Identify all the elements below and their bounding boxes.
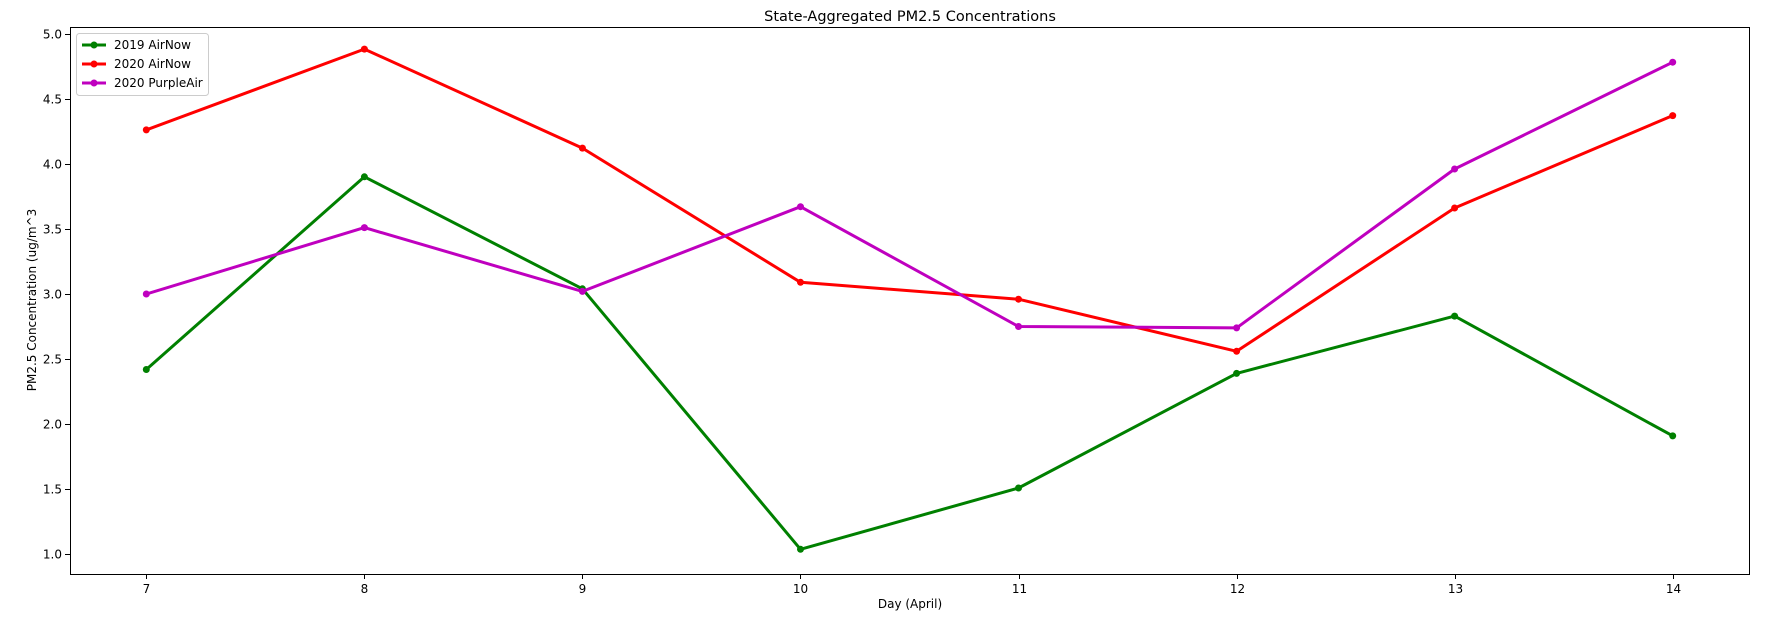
legend-label: 2019 AirNow [114,38,191,52]
series-line [144,47,1675,353]
y-tick-label: 3.5 [43,223,62,237]
x-tick-label: 9 [579,582,587,596]
legend: 2019 AirNow 2020 AirNow 2020 PurpleAir [76,33,209,96]
series-line [144,175,1675,551]
y-tick-label: 1.5 [43,483,62,497]
data-point [578,287,586,295]
y-tick-label: 3.0 [43,288,62,302]
y-tick-label: 4.0 [43,158,62,172]
data-point [797,203,804,211]
plot-area [70,27,1750,575]
x-tick-label: 13 [1448,582,1463,596]
data-point [1451,165,1459,173]
x-tick-label: 10 [793,582,808,596]
y-tick-label: 2.0 [43,418,62,432]
data-point [1669,58,1677,66]
data-point [1669,432,1677,440]
y-tick-label: 2.5 [43,353,62,367]
x-tick-label: 12 [1230,582,1245,596]
y-tick-label: 4.5 [43,93,62,107]
x-tick-label: 14 [1666,582,1681,596]
y-axis-ticks: 1.0 1.5 2.0 2.5 3.0 3.5 4.0 4.5 5.0 [43,28,70,562]
chart-title: State-Aggregated PM2.5 Concentrations [764,9,1056,25]
data-point [360,224,368,232]
data-point [1233,324,1241,332]
x-axis-label: Day (April) [878,597,942,611]
legend-item: 2020 PurpleAir [82,76,203,90]
data-point [578,144,586,152]
data-point [360,45,368,53]
legend-marker [90,41,98,49]
data-point [1451,312,1459,320]
series-2 [142,45,1677,355]
data-point [1015,323,1022,330]
x-tick-label: 11 [1012,582,1027,596]
data-point [1233,347,1241,355]
legend-marker [90,79,98,87]
x-tick-label: 7 [143,582,151,596]
legend-label: 2020 AirNow [114,57,191,71]
legend-item: 2019 AirNow [82,38,191,52]
legend-items: 2019 AirNow 2020 AirNow 2020 PurpleAir [82,38,203,90]
legend-item: 2020 AirNow [82,57,191,71]
data-point [1669,112,1677,120]
data-point [1015,484,1022,492]
data-point [142,126,150,134]
y-axis-label: PM2.5 Concentration (ug/m^3 [25,209,39,392]
y-tick-label: 5.0 [43,28,62,42]
series-3 [142,58,1677,332]
data-point [360,173,368,181]
data-point [797,545,804,553]
legend-marker [90,60,98,68]
legend-label: 2020 PurpleAir [114,76,203,90]
series-layer [142,45,1677,553]
data-point [1451,204,1459,212]
legend-box [76,33,209,96]
x-axis-ticks: 7 8 9 10 11 12 13 14 [143,574,1681,596]
data-point [1015,295,1022,303]
data-point [142,290,150,298]
data-point [797,278,804,286]
x-tick-label: 8 [361,582,369,596]
series-line [144,60,1675,330]
data-point [142,366,150,373]
y-tick-label: 1.0 [43,548,62,562]
data-point [1233,369,1241,377]
